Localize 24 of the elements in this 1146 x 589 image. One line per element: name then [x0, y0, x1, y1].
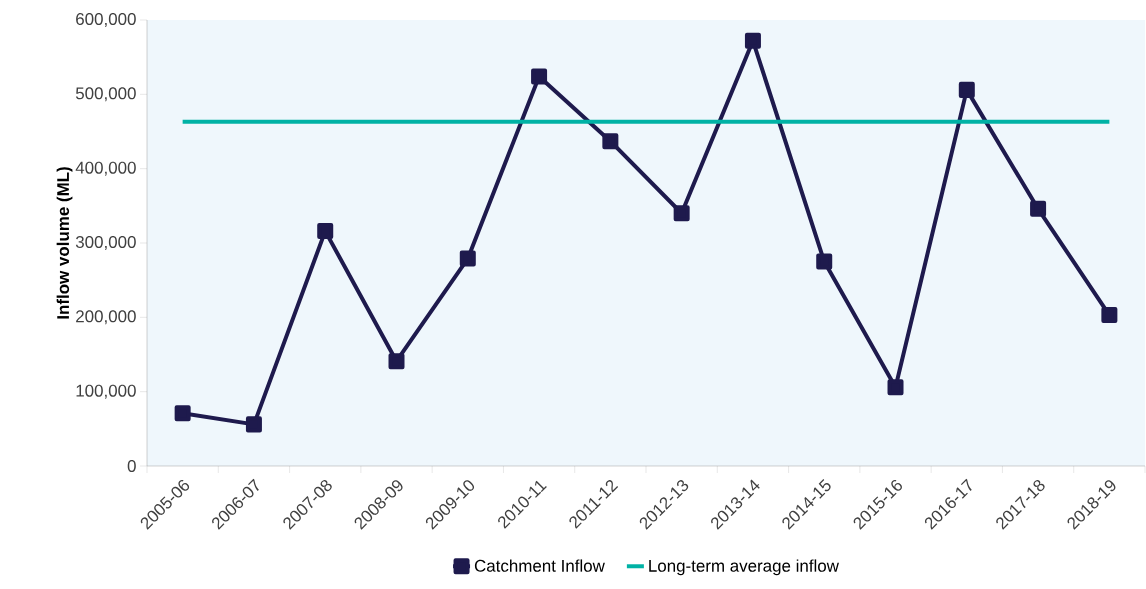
y-tick-label: 0 — [127, 460, 136, 472]
point — [1101, 307, 1118, 324]
point — [602, 133, 619, 150]
point — [816, 253, 833, 270]
point — [1030, 200, 1047, 217]
legend-label: Catchment Inflow — [474, 559, 605, 572]
point — [174, 405, 191, 422]
legend-label: Long-term average inflow — [649, 559, 839, 576]
y-tick-label: 500,000 — [75, 87, 136, 102]
point — [531, 68, 548, 85]
point — [887, 379, 904, 396]
y-tick-label: 300,000 — [75, 236, 136, 250]
y-tick-label: 600,000 — [76, 13, 136, 27]
point — [459, 250, 476, 267]
point — [317, 223, 334, 240]
y-axis-title: Inflow volume (ML) — [56, 167, 73, 319]
point — [958, 81, 975, 98]
point — [245, 416, 262, 433]
y-tick-label: 400,000 — [75, 161, 136, 176]
point — [744, 32, 761, 49]
point — [388, 353, 405, 370]
y-tick-label: 100,000 — [76, 384, 136, 399]
point — [673, 205, 690, 222]
y-tick-label: 200,000 — [76, 310, 136, 325]
